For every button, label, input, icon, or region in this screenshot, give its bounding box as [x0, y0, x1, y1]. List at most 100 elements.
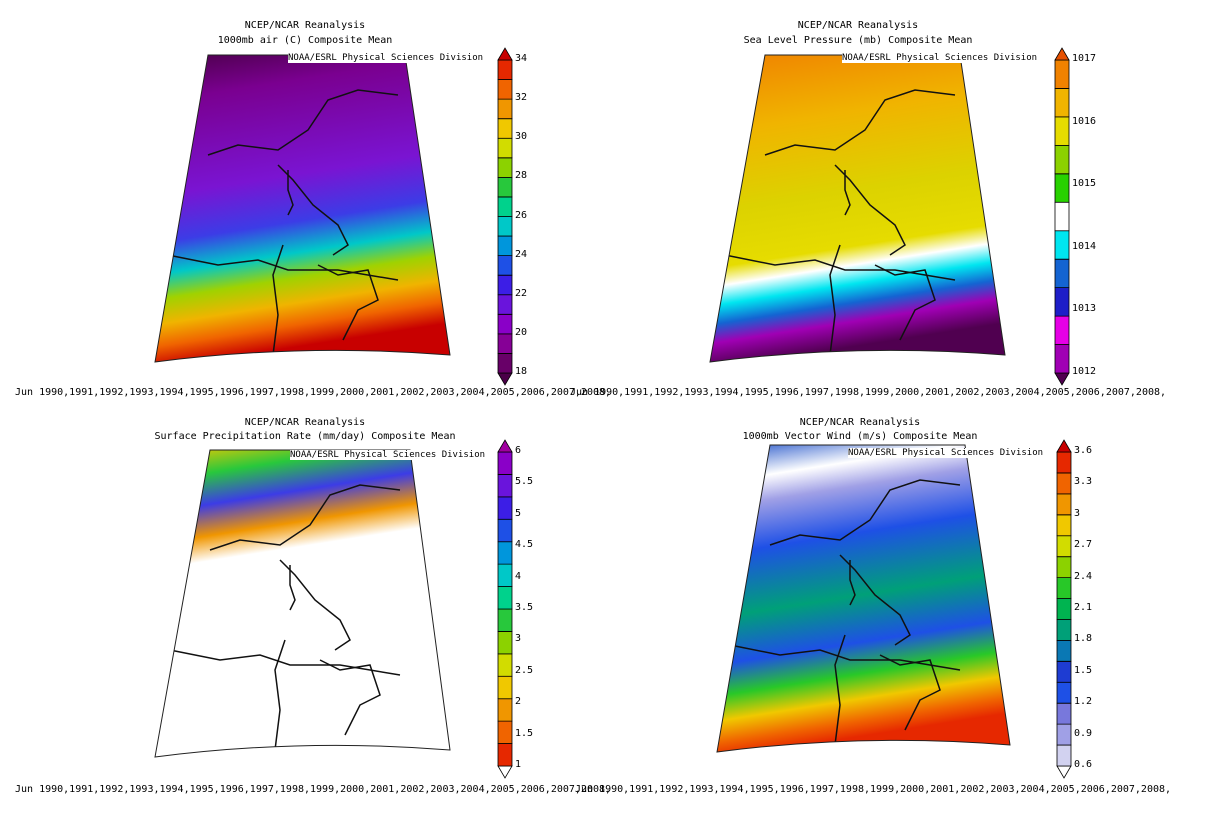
panel3-credit: NOAA/ESRL Physical Sciences Division — [290, 450, 486, 460]
panel1-title: 1000mb air (C) Composite Mean — [217, 35, 393, 46]
panel1-colorbar-bin — [497, 294, 513, 315]
panel3-colorbar-bin — [497, 698, 513, 722]
panel4-header: NCEP/NCAR Reanalysis — [799, 417, 921, 428]
panel4-colorbar-bin — [1056, 723, 1072, 746]
panel3-dates: Jun 1990,1991,1992,1993,1994,1995,1996,1… — [15, 784, 612, 795]
panel2-colorbar-tick: 1014 — [1072, 240, 1097, 252]
panel4-colorbar-bin — [1056, 451, 1072, 474]
panel2-colorbar-bin — [1054, 201, 1070, 232]
coastline — [169, 649, 401, 676]
panel4-title: 1000mb Vector Wind (m/s) Composite Mean — [742, 431, 978, 442]
coastline — [724, 254, 956, 281]
panel2-header: NCEP/NCAR Reanalysis — [797, 20, 919, 31]
panel1-map-border — [154, 54, 451, 363]
panel1-colorbar-tick: 20 — [515, 326, 528, 338]
panel1-colorbar-tick: 18 — [515, 366, 528, 377]
panel2-colorbar-bin — [1054, 47, 1070, 61]
panel4-colorbar-bin — [1056, 702, 1072, 725]
panel2-title: Sea Level Pressure (mb) Composite Mean — [743, 35, 973, 46]
panel2-colorbar-tick: 1017 — [1072, 53, 1097, 64]
panel3-colorbar-bin — [497, 720, 513, 744]
panel4-colorbar-tick: 1.5 — [1074, 664, 1093, 676]
panel1-colorbar-bin — [497, 98, 513, 120]
panel3-colorbar-bin — [497, 675, 513, 700]
panel1-dates: Jun 1990,1991,1992,1993,1994,1995,1996,1… — [15, 387, 612, 398]
panel3-map — [155, 450, 450, 757]
panel2-map-border — [709, 54, 1006, 363]
panel4-colorbar-tick: 1.8 — [1074, 633, 1093, 645]
panel2-colorbar-bin — [1054, 315, 1070, 345]
panel4-colorbar-tick: 0.9 — [1074, 727, 1093, 739]
panel3-colorbar-bin — [497, 586, 513, 610]
panel2-colorbar-bin — [1054, 88, 1070, 118]
coastline — [844, 170, 851, 216]
panel1-colorbar-bin — [497, 137, 513, 159]
panel2-colorbar-bin — [1054, 173, 1070, 203]
panel3-colorbar-tick: 2 — [515, 696, 522, 708]
coastline — [839, 554, 911, 646]
panel3-colorbar-bin — [497, 765, 513, 779]
coastline — [834, 634, 846, 746]
panel3-colorbar-tick: 6 — [515, 445, 522, 456]
panel4-colorbar-bin — [1056, 681, 1072, 704]
panel1-header: NCEP/NCAR Reanalysis — [244, 20, 366, 31]
panel3-map-border — [154, 449, 451, 758]
panel1-colorbar-bin — [497, 157, 513, 178]
panel2-colorbar-bin — [1054, 372, 1070, 386]
panel4-colorbar-bin — [1056, 765, 1072, 779]
panel1-colorbar-bin — [497, 196, 513, 217]
panel4-credit: NOAA/ESRL Physical Sciences Division — [848, 448, 1044, 458]
panel4-colorbar-tick: 3.3 — [1074, 476, 1093, 488]
panel4-colorbar-bin — [1056, 598, 1072, 620]
panel1-colorbar-bin — [497, 176, 513, 198]
panel1-colorbar-bin — [497, 255, 513, 276]
coastline — [829, 244, 841, 356]
coastline — [287, 170, 294, 216]
panel1-colorbar-bin — [497, 59, 513, 80]
panel1-colorbar-bin — [497, 118, 513, 139]
coastline — [769, 479, 961, 546]
panel2-dates: Jun 1990,1991,1992,1993,1994,1995,1996,1… — [570, 387, 1167, 398]
panel4-colorbar-tick: 2.7 — [1074, 539, 1093, 551]
panel1-colorbar-bin — [497, 333, 513, 354]
panel2-colorbar-bin — [1054, 344, 1070, 374]
panel2-colorbar-tick: 1012 — [1072, 366, 1097, 377]
panel4-colorbar-bin — [1056, 744, 1072, 767]
panel4-colorbar-tick: 2.4 — [1074, 570, 1093, 582]
panel2-colorbar-bin — [1054, 116, 1070, 146]
panel3-colorbar-bin — [497, 541, 513, 565]
panel3-colorbar-bin — [497, 631, 513, 655]
coastline — [879, 654, 941, 731]
panel4-colorbar-tick: 1.2 — [1074, 696, 1093, 708]
panel4-colorbar-tick: 0.6 — [1074, 759, 1093, 770]
panel4-colorbar-bin — [1056, 439, 1072, 453]
panel4-map — [717, 445, 1010, 752]
panel2-colorbar-bin — [1054, 258, 1070, 289]
panel2-map — [710, 55, 1005, 362]
panel1-colorbar-bin — [497, 353, 513, 374]
panel4-colorbar-bin — [1056, 577, 1072, 599]
panel1-colorbar-bin — [497, 235, 513, 257]
panel1-credit: NOAA/ESRL Physical Sciences Division — [288, 53, 484, 63]
panel1-colorbar-bin — [497, 216, 513, 237]
panel4-colorbar-bin — [1056, 556, 1072, 578]
panel2-colorbar-bin — [1054, 59, 1070, 89]
panel1-colorbar-tick: 34 — [515, 53, 528, 64]
panel2-colorbar-tick: 1016 — [1072, 115, 1097, 127]
panel3-colorbar-bin — [497, 743, 513, 767]
coastline — [279, 559, 351, 651]
panel3-colorbar-tick: 4 — [515, 570, 522, 582]
panel1-colorbar-bin — [497, 313, 513, 335]
panel4-colorbar-bin — [1056, 493, 1072, 516]
coastline — [319, 659, 381, 736]
coastline — [729, 644, 961, 671]
panel2-colorbar-tick: 1013 — [1072, 303, 1097, 315]
panel4-colorbar-bin — [1056, 619, 1072, 641]
panel3-colorbar-tick: 5.5 — [515, 476, 534, 488]
panel4-dates: Jun 1990,1991,1992,1993,1994,1995,1996,1… — [575, 784, 1172, 795]
panel3-colorbar-bin — [497, 563, 513, 587]
panel3-colorbar-bin — [497, 496, 513, 520]
panel3-colorbar-bin — [497, 518, 513, 543]
panel4-colorbar-bin — [1056, 514, 1072, 537]
